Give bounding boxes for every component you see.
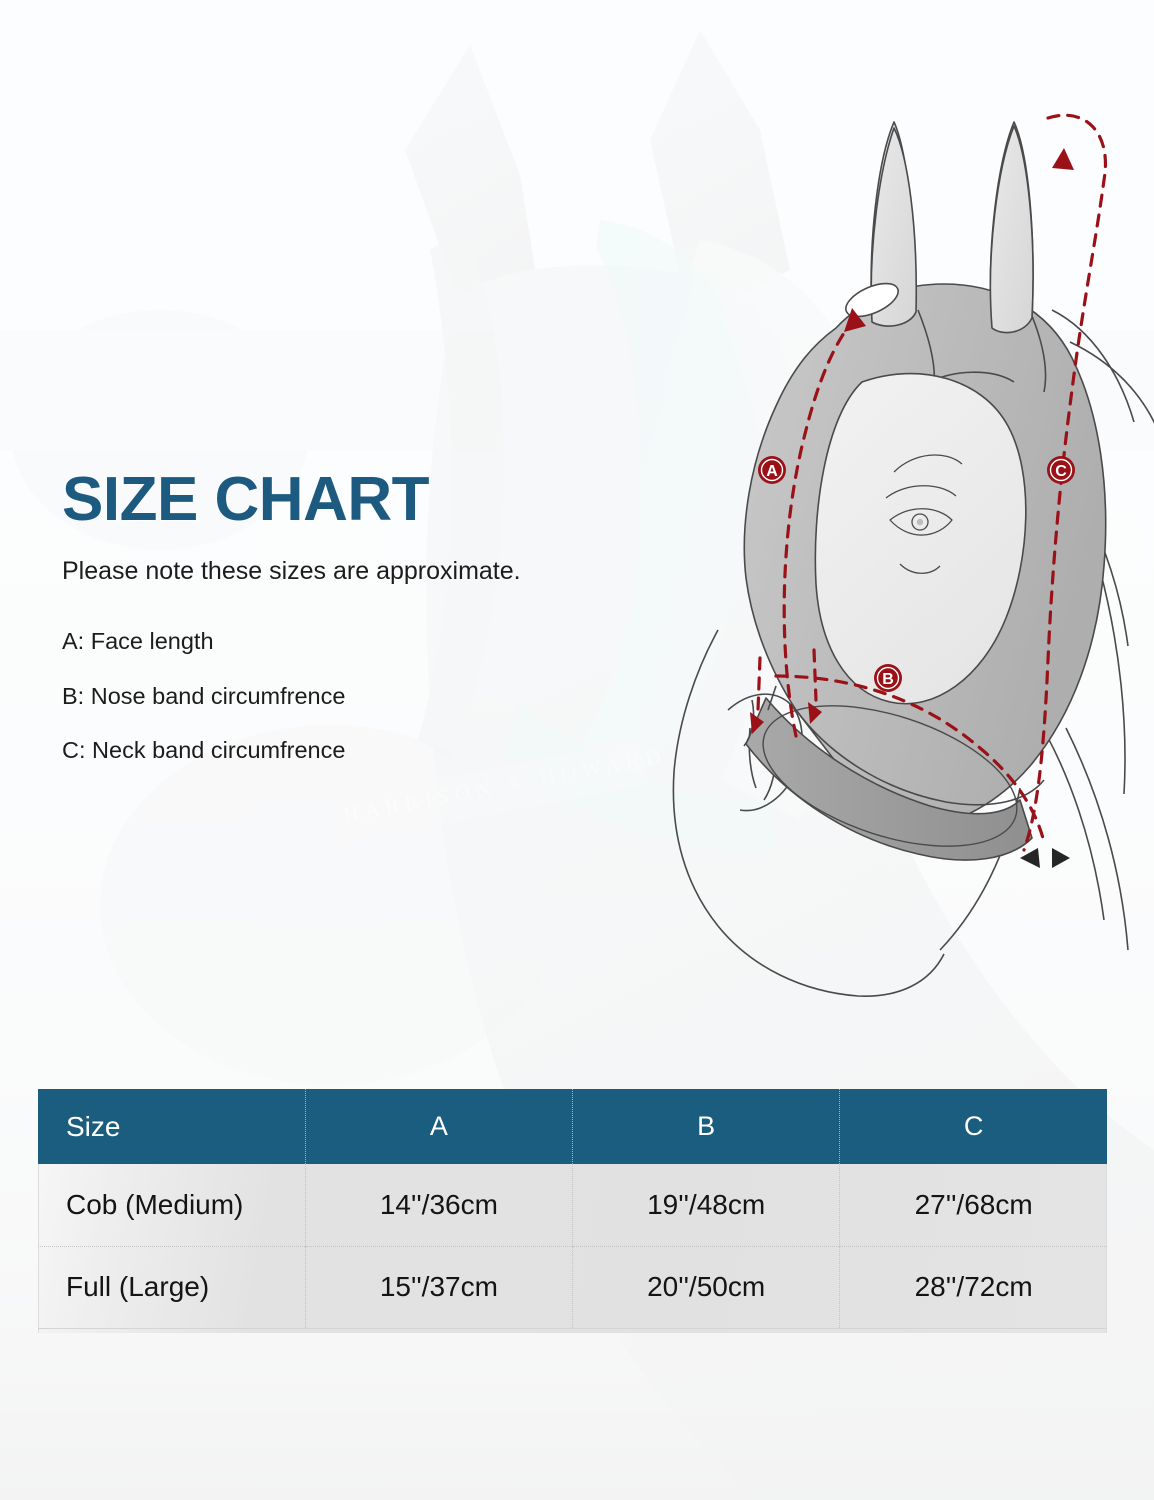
mane-line (1069, 341, 1154, 424)
cell-c-cob: 27''/68cm (839, 1164, 1107, 1246)
marker-c: C (1047, 456, 1075, 484)
nose-opening-ellipse (762, 705, 1018, 847)
cell-b-full: 20''/50cm (571, 1245, 840, 1329)
nostril-outline (727, 693, 803, 812)
marker-a-label: A (766, 463, 778, 480)
column-header-a: A (304, 1089, 573, 1164)
mask-ear-cone-right (989, 125, 1034, 334)
nostril-crease-1 (748, 727, 757, 789)
page-subtitle: Please note these sizes are approximate. (62, 557, 521, 586)
nose-band-tab (767, 685, 777, 711)
legend-item-a: A: Face length (62, 628, 214, 655)
eye-dome-panel (814, 372, 1027, 705)
nose-band (745, 697, 1033, 861)
measure-tick-b-right (812, 648, 818, 702)
mask-cheek-seam (795, 709, 1045, 806)
fly-mask-illustration: A B C (600, 10, 1154, 1020)
measure-line-c (1022, 113, 1107, 852)
cell-a-full: 15''/37cm (304, 1245, 573, 1329)
mask-ear-cone-left (870, 127, 918, 327)
arrowhead-b-bottom (1020, 848, 1040, 868)
legend-item-c: C: Neck band circumfrence (62, 737, 346, 764)
column-header-size: Size (38, 1089, 306, 1164)
cell-a-cob: 14''/36cm (304, 1164, 573, 1246)
size-chart-table: Size A B C Cob (Medium) 14''/36cm 19''/4… (38, 1089, 1107, 1329)
measurement-lines (756, 113, 1107, 852)
horse-head-outline (672, 121, 1154, 997)
ear-seam-right (1031, 315, 1047, 393)
horse-eye (885, 454, 963, 574)
arrowhead-c-top (1052, 148, 1074, 170)
arrowhead-b-right (808, 702, 822, 724)
marker-c-label: C (1055, 463, 1067, 480)
legend-item-b: B: Nose band circumfrence (62, 682, 346, 709)
headline-block: SIZE CHART Please note these sizes are a… (62, 468, 682, 794)
table-header: Size A B C (38, 1089, 1107, 1164)
shoulder-line (1065, 727, 1129, 951)
marker-b: B (874, 664, 902, 692)
page-title: SIZE CHART (62, 465, 430, 534)
cell-b-cob: 19''/48cm (571, 1164, 840, 1246)
table-row: Cob (Medium) 14''/36cm 19''/48cm 27''/68… (38, 1164, 1107, 1246)
measurement-arrowheads (750, 148, 1074, 734)
cell-size-full: Full (Large) (38, 1245, 306, 1329)
measurement-legend: A: Face length B: Nose band circumfrence… (62, 630, 682, 763)
table-row: Full (Large) 15''/37cm 20''/50cm 28''/72… (38, 1245, 1107, 1329)
measurement-arrowheads-dark (1020, 848, 1070, 868)
cell-size-cob: Cob (Medium) (66, 1188, 244, 1220)
arrowhead-a-top (844, 308, 866, 332)
muzzle-outline (672, 629, 945, 997)
cell-c-full: 28''/72cm (839, 1245, 1107, 1329)
table-body: Cob (Medium) 14''/36cm 19''/48cm 27''/68… (38, 1164, 1107, 1329)
table-header-row: Size A B C (38, 1089, 1107, 1164)
forelock-opening (845, 282, 899, 318)
poll-line (1051, 309, 1135, 423)
marker-b-label: B (882, 671, 894, 688)
measure-tick-b-left (756, 656, 762, 712)
neck-line-back (1099, 569, 1126, 795)
arrowhead-b-left (750, 712, 764, 734)
measure-line-b (774, 674, 1046, 844)
arrowhead-c-bottom (1052, 848, 1070, 868)
column-header-c: C (839, 1089, 1107, 1164)
column-header-b: B (571, 1089, 840, 1164)
measure-line-a (782, 320, 854, 738)
marker-a: A (758, 456, 786, 484)
